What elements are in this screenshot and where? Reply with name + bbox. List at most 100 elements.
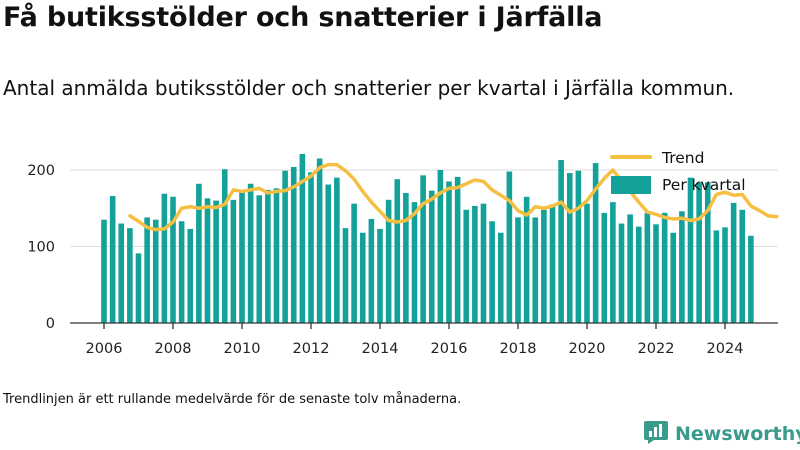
legend-bars-label: Per kvartal	[662, 176, 746, 194]
newsworthy-logo-icon	[643, 419, 669, 449]
bar	[437, 170, 444, 323]
x-tick-label: 2010	[224, 341, 261, 357]
x-tick-label: 2018	[500, 341, 537, 357]
axes: 2006 2008 2010 2012 2014 2016 2018 2020 2022 2024	[70, 322, 778, 357]
bar	[170, 196, 176, 323]
bar	[316, 158, 323, 323]
bar	[308, 172, 314, 323]
x-tick-label: 2020	[569, 341, 606, 357]
bar	[342, 228, 349, 323]
bar	[549, 204, 556, 324]
bar	[713, 230, 720, 323]
bar	[204, 198, 211, 324]
bar	[463, 209, 470, 323]
bar	[454, 176, 461, 323]
x-tick-label: 2014	[362, 341, 399, 357]
bar	[515, 217, 521, 323]
bar	[273, 188, 280, 323]
legend: Trend Per kvartal	[610, 149, 746, 194]
bar	[135, 253, 142, 323]
x-tick-label: 2024	[707, 341, 744, 357]
brand[interactable]: Newsworthy	[643, 419, 800, 449]
y-tick-label: 200	[27, 163, 55, 179]
trend-line	[128, 162, 779, 232]
bar	[704, 182, 711, 323]
x-tick-label: 2012	[293, 341, 330, 357]
legend-trend-label: Trend	[661, 149, 704, 167]
bar	[299, 153, 306, 323]
x-tick-label: 2008	[155, 341, 192, 357]
bar	[653, 224, 659, 323]
bar	[618, 223, 625, 323]
bar	[523, 196, 530, 323]
x-tick-label: 2016	[431, 341, 468, 357]
bar	[161, 193, 168, 323]
bar	[196, 183, 202, 323]
chart-subtitle: Antal anmälda butiksstölder och snatteri…	[3, 76, 735, 100]
bar	[644, 212, 651, 323]
bar	[385, 199, 392, 323]
bar	[230, 199, 237, 323]
bar	[446, 181, 452, 323]
bar	[506, 171, 513, 323]
bar	[334, 177, 340, 323]
bar	[290, 166, 297, 323]
y-tick-label: 100	[27, 240, 55, 256]
chart-title: Få butiksstölder och snatterier i Järfäl…	[3, 2, 603, 33]
bar	[420, 175, 426, 323]
legend-bars-swatch	[611, 176, 651, 194]
bar	[213, 200, 219, 323]
bar	[256, 195, 263, 323]
y-tick-label: 0	[46, 316, 55, 332]
bar	[247, 183, 254, 323]
bar	[282, 170, 288, 323]
bar	[221, 169, 228, 323]
bar	[661, 212, 668, 323]
bar	[730, 202, 737, 323]
bar	[265, 189, 271, 323]
trend-series	[128, 162, 779, 232]
bar	[558, 160, 564, 323]
bar	[152, 219, 159, 323]
bar	[610, 202, 616, 323]
footnote: Trendlinjen är ett rullande medelvärde f…	[3, 392, 462, 407]
bar	[127, 228, 133, 323]
bar	[670, 232, 677, 323]
bar	[541, 209, 547, 323]
x-tick-label: 2022	[638, 341, 675, 357]
bar	[566, 173, 573, 323]
bar	[428, 190, 435, 323]
bar	[325, 184, 332, 323]
bar	[627, 214, 633, 323]
bar	[679, 211, 685, 323]
bar	[635, 226, 642, 323]
bar	[368, 218, 375, 323]
bar	[377, 228, 383, 323]
bar	[109, 196, 116, 323]
bar	[394, 179, 401, 323]
bar	[472, 205, 478, 323]
bar	[118, 223, 125, 323]
x-tick-label: 2006	[86, 341, 123, 357]
brand-name: Newsworthy	[675, 423, 800, 445]
bar	[411, 202, 418, 323]
bar	[144, 217, 150, 323]
bar	[239, 192, 245, 323]
bar	[187, 228, 194, 323]
bar	[722, 227, 728, 324]
bar	[696, 182, 702, 323]
bar	[687, 177, 694, 323]
bar	[101, 219, 107, 323]
bar	[497, 232, 504, 323]
bar-series	[101, 153, 754, 324]
bar	[351, 203, 357, 323]
bar	[480, 203, 487, 323]
bar	[359, 232, 366, 323]
bar	[601, 212, 608, 323]
bar	[748, 235, 754, 323]
bar	[403, 192, 409, 323]
bar	[178, 221, 185, 323]
bar	[584, 203, 590, 323]
bar	[592, 163, 599, 323]
